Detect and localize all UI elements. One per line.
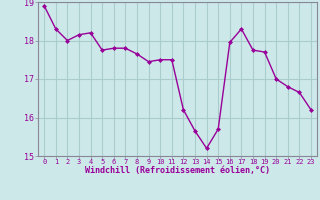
X-axis label: Windchill (Refroidissement éolien,°C): Windchill (Refroidissement éolien,°C) — [85, 166, 270, 175]
